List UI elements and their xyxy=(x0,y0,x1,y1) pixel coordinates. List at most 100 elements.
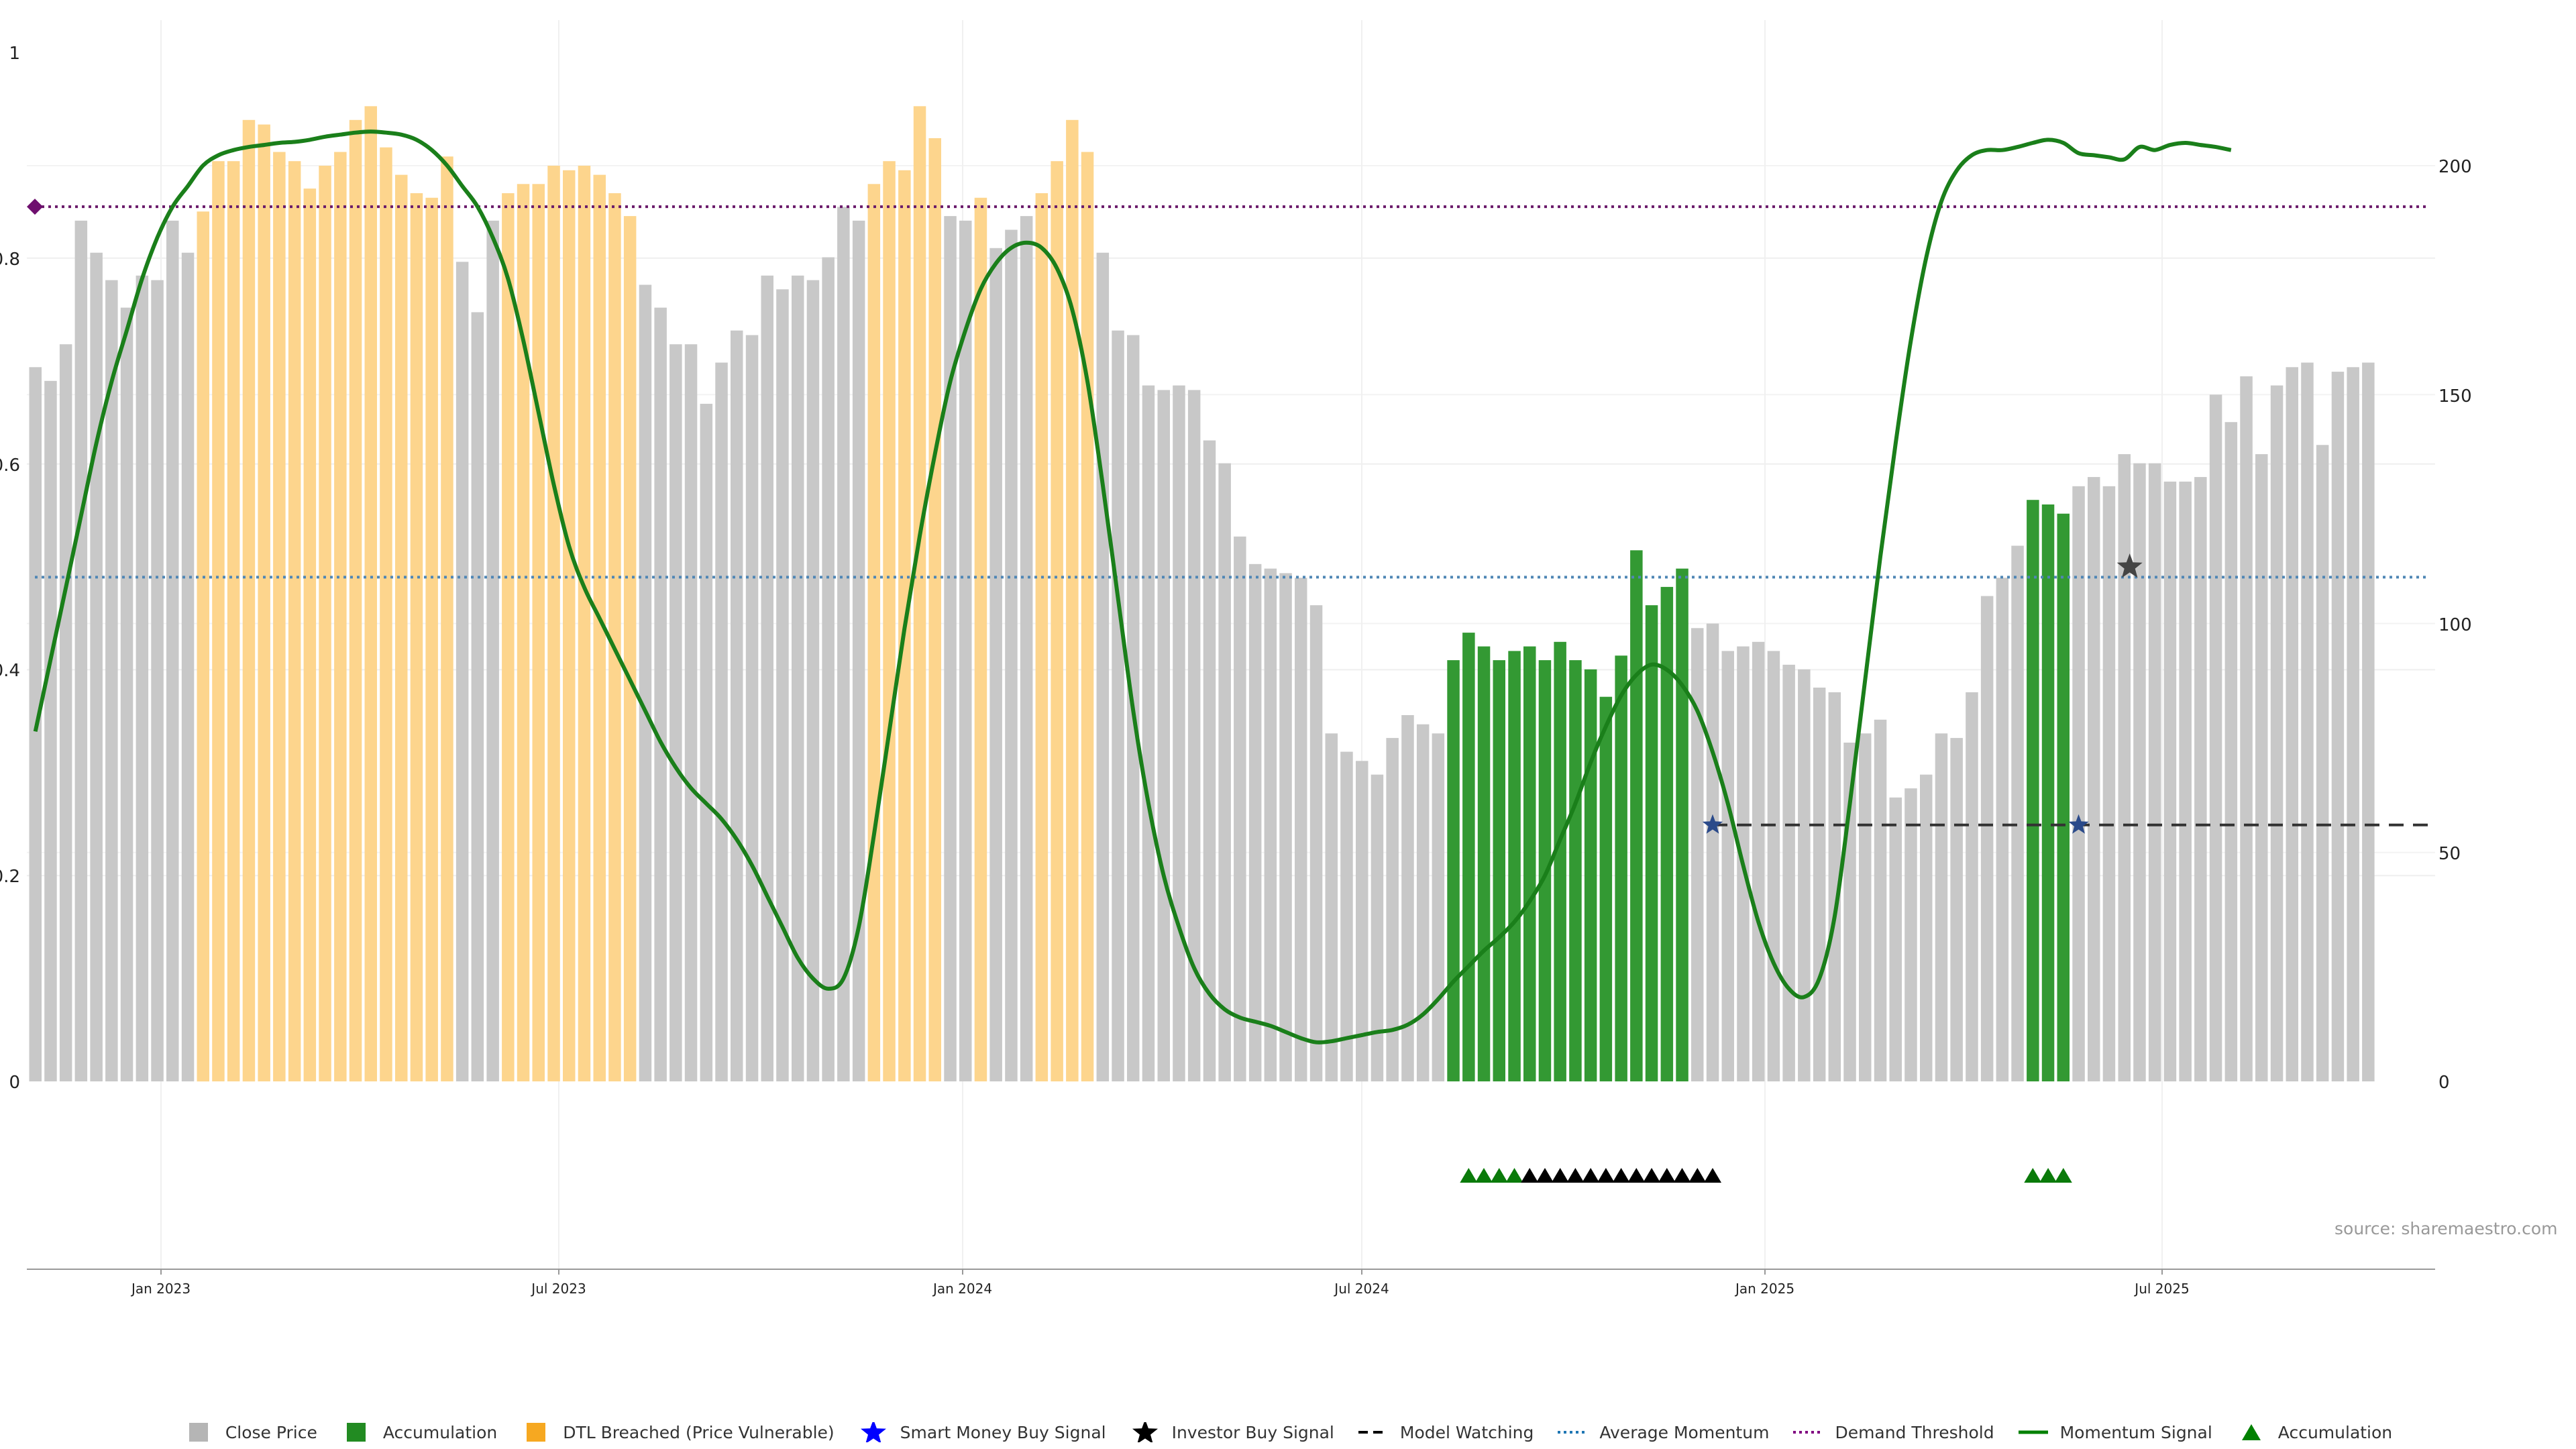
bar-close xyxy=(2179,481,2192,1081)
smart-money-buy-signal-star xyxy=(2068,814,2089,834)
x-tick-label: Jan 2023 xyxy=(130,1281,191,1297)
bar-dtl xyxy=(242,119,256,1082)
bar-accumulation xyxy=(1676,568,1688,1081)
bar-dtl xyxy=(227,161,240,1082)
bar-close xyxy=(684,344,698,1082)
bar-accumulation xyxy=(1569,660,1582,1081)
legend-item-accumulation: Accumulation xyxy=(341,1422,497,1442)
y-right-tick-label: 0 xyxy=(2438,1073,2450,1093)
bar-close xyxy=(1935,733,1948,1081)
bar-close xyxy=(852,220,865,1081)
bar-close xyxy=(2316,445,2329,1081)
legend-symbol-square-icon xyxy=(341,1422,371,1442)
legend-label: Investor Buy Signal xyxy=(1171,1422,1334,1442)
bar-close xyxy=(105,280,118,1082)
bar-close xyxy=(2118,454,2131,1081)
bar-close xyxy=(1828,692,1841,1081)
bar-dtl xyxy=(1051,161,1063,1082)
legend-item-acc_tri: Accumulation xyxy=(2237,1422,2392,1442)
momentum-signal-layer xyxy=(33,129,2232,1044)
accumulation-triangle-black xyxy=(1521,1168,1539,1183)
bar-close xyxy=(2163,481,2177,1081)
bar-close xyxy=(1920,774,1933,1081)
bar-close xyxy=(90,252,103,1082)
bar-dtl xyxy=(1035,193,1049,1081)
bar-close xyxy=(1340,751,1353,1081)
bar-close xyxy=(761,275,773,1081)
bar-close xyxy=(944,216,957,1082)
bar-dtl xyxy=(410,193,423,1081)
accumulation-triangle-green xyxy=(2024,1168,2042,1183)
bar-dtl xyxy=(395,174,408,1082)
bar-close xyxy=(2011,545,2024,1081)
x-tick-label: Jul 2024 xyxy=(1333,1281,1389,1297)
accumulation-triangle-black xyxy=(1536,1168,1554,1183)
bar-close xyxy=(1371,774,1384,1081)
bar-close xyxy=(1203,440,1216,1081)
bar-dtl xyxy=(593,174,606,1082)
legend-symbol-square-icon xyxy=(521,1422,551,1442)
bar-close xyxy=(1264,568,1277,1081)
bar-close xyxy=(1356,761,1368,1082)
accumulation-triangle-green xyxy=(2039,1168,2057,1183)
bar-close xyxy=(151,280,164,1082)
bar-close xyxy=(1752,641,1765,1081)
bar-close xyxy=(959,220,972,1081)
bar-accumulation xyxy=(1630,550,1643,1081)
bar-close xyxy=(2148,463,2161,1081)
bar-close xyxy=(1325,733,1338,1081)
bar-close xyxy=(1889,797,1902,1081)
y-right-tick-label: 200 xyxy=(2438,157,2472,177)
accumulation-triangle-black xyxy=(1612,1168,1630,1183)
accumulation-triangle-black xyxy=(1582,1168,1600,1183)
bar-close xyxy=(1874,719,1887,1081)
legend-item-demand: Demand Threshold xyxy=(1793,1422,1994,1442)
bar-close xyxy=(120,307,133,1082)
bar-close xyxy=(1309,605,1323,1081)
bar-close xyxy=(669,344,682,1082)
price-bars xyxy=(29,106,2375,1082)
reference-lines xyxy=(27,199,2430,826)
bar-close xyxy=(1980,596,1994,1081)
bar-close xyxy=(1020,216,1033,1082)
source-label: source: sharemaestro.com xyxy=(2334,1219,2558,1238)
bar-close xyxy=(806,280,820,1082)
bar-close xyxy=(1904,788,1917,1081)
smart-money-buy-signal-star xyxy=(1702,814,1723,834)
bar-close xyxy=(2133,463,2146,1081)
legend-symbol-square-icon xyxy=(184,1422,213,1442)
bar-close xyxy=(2286,367,2298,1081)
bar-close xyxy=(2255,454,2268,1081)
y-left-tick-label: 1 xyxy=(9,44,20,64)
bar-close xyxy=(2209,394,2222,1082)
accumulation-triangle-green xyxy=(1460,1168,1478,1183)
bar-close xyxy=(1248,564,1262,1081)
bar-close xyxy=(2224,422,2238,1081)
bar-close xyxy=(1173,385,1185,1081)
bar-accumulation xyxy=(1523,646,1536,1081)
bar-close xyxy=(639,284,652,1081)
bar-close xyxy=(1706,623,1719,1081)
bar-close xyxy=(2072,486,2085,1082)
legend-symbol-triangle-icon xyxy=(2237,1422,2266,1442)
bar-close xyxy=(745,335,759,1081)
bar-dtl xyxy=(380,147,392,1082)
bar-dtl xyxy=(1081,152,1094,1081)
legend-symbol-dash-icon xyxy=(1358,1422,1388,1442)
accumulation-triangle-black xyxy=(1627,1168,1646,1183)
y-right-tick-label: 50 xyxy=(2438,844,2461,864)
bar-close xyxy=(700,403,713,1081)
accumulation-triangle-black xyxy=(1704,1168,1721,1183)
bar-dtl xyxy=(425,197,438,1081)
bar-close xyxy=(1416,724,1430,1081)
legend-label: DTL Breached (Price Vulnerable) xyxy=(563,1422,835,1442)
bar-close xyxy=(181,252,195,1082)
bar-accumulation xyxy=(1462,633,1475,1081)
bar-close xyxy=(731,330,743,1082)
accumulation-triangle-black xyxy=(1566,1168,1585,1183)
legend-symbol-dot-icon xyxy=(1558,1422,1588,1442)
bar-accumulation xyxy=(1615,655,1627,1081)
bar-dtl xyxy=(288,161,301,1082)
legend-item-momentum: Momentum Signal xyxy=(2018,1422,2212,1442)
